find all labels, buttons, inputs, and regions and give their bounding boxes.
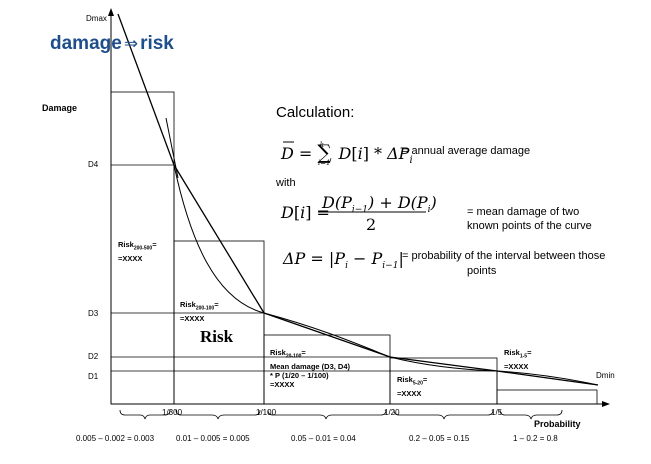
curve-end-label: Dmin: [596, 371, 615, 380]
y-tick-d4: D4: [88, 160, 99, 169]
brace-4: [393, 409, 494, 420]
interval-4: 0.2 – 0.05 = 0.15: [409, 434, 470, 443]
y-axis-arrowhead: [108, 8, 114, 16]
heading-damage: damage: [50, 33, 122, 54]
y-axis-top-label: Dmax: [86, 14, 107, 23]
eq2-description-line2: known points of the curve: [467, 220, 592, 232]
x-axis-label: Probability: [534, 419, 581, 429]
risk-label-200-500: Risk200-500= =XXXX: [118, 240, 157, 263]
brace-2: [175, 409, 261, 420]
secant-d1-dmin: [496, 370, 599, 386]
secant-d2-d1: [389, 356, 498, 372]
brace-3: [267, 409, 387, 420]
short-tangent: [165, 117, 179, 179]
secant-dmax-d4: [117, 13, 175, 166]
y-tick-d2: D2: [88, 352, 99, 361]
y-tick-d1: D1: [88, 372, 99, 381]
damage-curve: [173, 164, 599, 386]
y-tick-d3: D3: [88, 309, 99, 318]
formula-annual-damage: D = ∑ki=1 D[i] * ΔPi: [281, 140, 413, 167]
x-tick-1-300: 1/300: [162, 408, 183, 417]
risk-bar-200-100: [173, 240, 265, 405]
heading: damage ⇒ risk: [50, 33, 174, 55]
risk-area-label: Risk: [200, 327, 234, 346]
x-tick-1-20: 1/20: [384, 408, 400, 417]
interval-1: 0.005 – 0.002 = 0.003: [76, 434, 155, 443]
eq3-description-line1: = probability of the interval between th…: [402, 250, 606, 262]
y-axis-label: Damage: [42, 103, 78, 113]
heading-risk: risk: [140, 33, 174, 54]
x-tick-1-5: 1/5: [491, 408, 503, 417]
interval-3: 0.05 – 0.01 = 0.04: [291, 434, 356, 443]
eq3-description-line2: points: [467, 265, 497, 277]
calculation-title: Calculation:: [276, 104, 355, 121]
interval-2: 0.01 – 0.005 = 0.005: [176, 434, 250, 443]
implies-arrow: ⇒: [123, 34, 139, 53]
formula-mean-damage-denominator: 2: [366, 215, 377, 234]
brace-5: [499, 409, 563, 420]
risk-label-200-100: Risk200-100= =XXXX: [180, 300, 219, 323]
secant-d3-d2: [263, 312, 391, 358]
formula-delta-p: ΔP = |Pi − Pi−1|: [283, 249, 404, 272]
brace-1: [119, 409, 171, 420]
x-tick-1-100: 1/100: [256, 408, 277, 417]
secant-d4-d3: [173, 164, 265, 314]
risk-label-5-20: Risk5-20= =XXXX: [397, 375, 428, 398]
with-label: with: [276, 177, 296, 189]
interval-5: 1 – 0.2 = 0.8: [513, 434, 558, 443]
risk-bar-1-5: [496, 389, 598, 405]
formula-mean-damage-numerator: D(Pi−1) + D(Pi): [322, 193, 437, 216]
risk-label-20-100: Risk20-100= Mean damage (D3, D4) * P (1/…: [270, 348, 351, 389]
eq1-description: = annual average damage: [402, 145, 531, 157]
x-axis-arrowhead: [602, 401, 610, 407]
risk-label-1-5: Risk1-5= =XXXX: [504, 348, 532, 371]
eq2-description-line1: = mean damage of two: [467, 206, 580, 218]
formula-mean-damage-lhs: D[i] =: [281, 203, 330, 222]
